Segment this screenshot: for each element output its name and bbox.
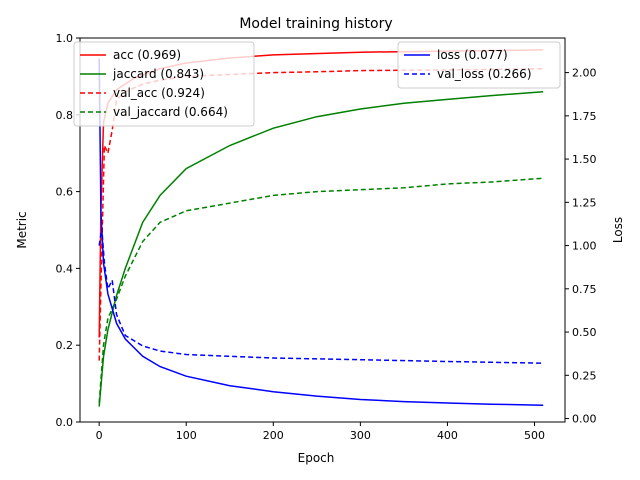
legend-label: val_acc (0.924) [113, 86, 205, 100]
y-axis-label-right: Loss [611, 217, 625, 243]
y-right-tick-label: 0.00 [572, 413, 597, 426]
legend-label: val_loss (0.266) [437, 67, 532, 81]
legend-label: val_jaccard (0.664) [113, 105, 228, 119]
legend-right: loss (0.077) val_loss (0.266) [397, 41, 561, 89]
x-tick-label: 300 [350, 429, 371, 442]
series-line-val-acc [98, 67, 544, 361]
y-right-tick-label: 0.25 [572, 369, 597, 382]
axes: 0 100 200 300 400 500 0.0 0.2 0.4 0.6 0.8 1.0 0.00 0.… [56, 32, 597, 442]
legend-label: loss (0.077) [437, 48, 508, 62]
x-axis-label: Epoch [298, 451, 335, 465]
y-right-tick-label: 0.75 [572, 283, 597, 296]
legend-label: acc (0.969) [113, 48, 181, 62]
y-left-tick-label: 0.8 [56, 109, 74, 122]
y-right-tick-label: 0.50 [572, 326, 597, 339]
y-left-tick-label: 0.2 [56, 339, 74, 352]
y-left-tick-label: 1.0 [56, 32, 74, 45]
series-line-val-loss [98, 228, 544, 364]
y-left-tick-label: 0.0 [56, 416, 74, 429]
y-right-tick-label: 2.00 [572, 67, 597, 80]
legend-box [397, 41, 561, 89]
y-axis-label-left: Metric [15, 211, 29, 248]
y-right-tick-label: 1.00 [572, 240, 597, 253]
series-line-loss [98, 58, 544, 406]
series-line-val-jaccard [98, 177, 544, 403]
y-right-tick-label: 1.50 [572, 153, 597, 166]
y-right-tick-label: 1.25 [572, 196, 597, 209]
legend-left: acc (0.969) jaccard (0.843) val_acc (0.924… [73, 41, 255, 127]
legend-label: jaccard (0.843) [112, 67, 204, 81]
series-lines [98, 49, 544, 407]
y-right-tick-label: 1.75 [572, 110, 597, 123]
x-tick-label: 100 [176, 429, 197, 442]
x-tick-label: 400 [437, 429, 458, 442]
series-line-jaccard [98, 91, 544, 407]
x-tick-label: 0 [96, 429, 103, 442]
plot-frame [79, 37, 566, 423]
x-tick-label: 200 [263, 429, 284, 442]
chart-title: Model training history [239, 16, 392, 32]
x-tick-label: 500 [524, 429, 545, 442]
y-left-tick-label: 0.6 [56, 186, 74, 199]
legend-box [73, 41, 255, 127]
y-left-tick-label: 0.4 [56, 262, 74, 275]
